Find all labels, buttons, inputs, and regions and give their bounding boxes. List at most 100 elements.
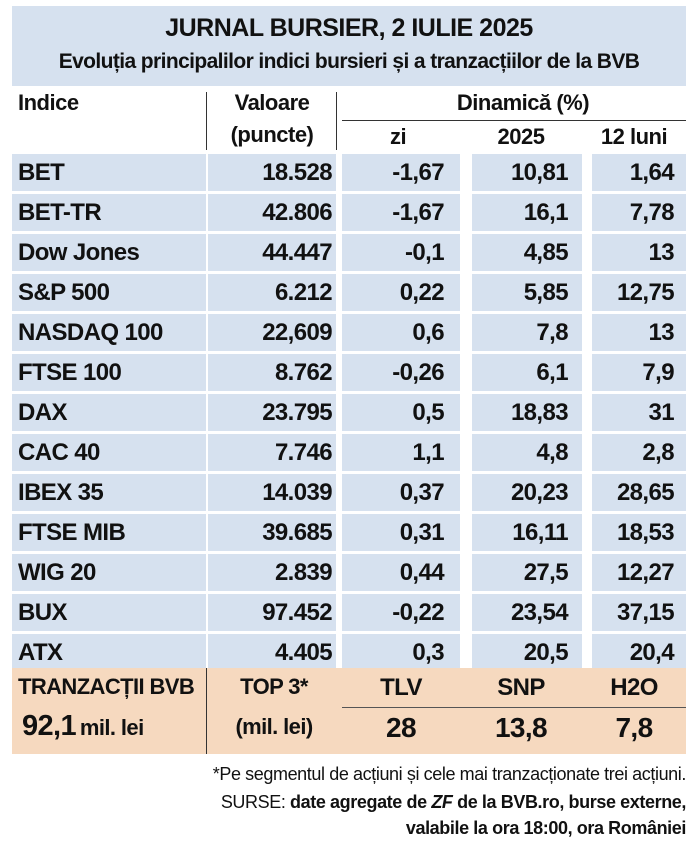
cell-background — [342, 314, 460, 351]
cell-background — [342, 434, 460, 471]
cell-background — [12, 634, 206, 671]
cell-value: 97.452 — [262, 599, 332, 626]
cell-background — [472, 234, 582, 271]
sources-prefix: SURSE: — [220, 792, 291, 812]
cell-luni: 13 — [648, 239, 675, 266]
cell-name: DAX — [18, 399, 67, 426]
cell-zi: -0,22 — [392, 599, 444, 626]
cell-an: 16,11 — [512, 519, 568, 546]
cell-background — [472, 594, 582, 631]
header-zi: zi — [389, 124, 407, 149]
header-12-luni: 12 luni — [600, 124, 668, 149]
table-row: BUX 97.452 -0,22 23,54 37,15 — [12, 594, 686, 631]
bvb-mid-line — [342, 707, 686, 708]
cell-background — [208, 594, 336, 631]
table-row: BET 18.528 -1,67 10,81 1,64 — [12, 154, 686, 191]
cell-background — [12, 394, 206, 431]
footnote: *Pe segmentul de acțiuni și cele mai tra… — [212, 764, 687, 784]
cell-background — [472, 194, 582, 231]
cell-background — [208, 474, 336, 511]
cell-background — [592, 274, 686, 311]
cell-name: BUX — [18, 599, 67, 626]
cell-background — [12, 514, 206, 551]
cell-background — [342, 514, 460, 551]
cell-zi: 0,37 — [399, 479, 445, 506]
cell-luni: 7,9 — [642, 359, 674, 386]
cell-name: NASDAQ 100 — [18, 319, 163, 346]
cell-background — [342, 474, 460, 511]
cell-zi: 0,44 — [399, 559, 445, 586]
cell-background — [208, 394, 336, 431]
cell-name: WIG 20 — [18, 559, 96, 586]
cell-background — [12, 314, 206, 351]
cell-an: 27,5 — [523, 559, 569, 586]
table-row: BET-TR 42.806 -1,67 16,1 7,78 — [12, 194, 686, 231]
table-row: ATX 4.405 0,3 20,5 20,4 — [12, 634, 686, 671]
table-row: CAC 40 7.746 1,1 4,8 2,8 — [12, 434, 686, 471]
cell-name: BET — [18, 159, 65, 186]
cell-background — [12, 194, 206, 231]
sources-line-2-text: valabile la ora 18:00, ora României — [405, 818, 687, 838]
cell-name: Dow Jones — [18, 239, 140, 266]
cell-background — [472, 554, 582, 591]
bvb-value-tlv: 28 — [386, 712, 417, 743]
cell-luni: 12,75 — [616, 279, 675, 306]
bvb-ticker-tlv: TLV — [380, 674, 422, 701]
cell-background — [12, 594, 206, 631]
cell-zi: 0,6 — [412, 319, 444, 346]
cell-name: IBEX 35 — [18, 479, 104, 506]
bvb-total-value: 92,1 — [22, 710, 77, 742]
cell-an: 6,1 — [536, 359, 568, 386]
cell-an: 7,8 — [536, 319, 568, 346]
cell-background — [342, 274, 460, 311]
cell-background — [592, 514, 686, 551]
cell-luni: 28,65 — [616, 479, 675, 506]
cell-value: 14.039 — [262, 479, 332, 506]
cell-background — [592, 474, 686, 511]
cell-background — [342, 194, 460, 231]
cell-background — [342, 394, 460, 431]
cell-value: 2.839 — [274, 559, 333, 586]
cell-zi: 0,5 — [412, 399, 444, 426]
cell-luni: 7,78 — [629, 199, 675, 226]
cell-luni: 37,15 — [616, 599, 675, 626]
cell-background — [12, 234, 206, 271]
bvb-label: TRANZACȚII BVB — [18, 674, 195, 699]
cell-value: 23.795 — [262, 399, 332, 426]
cell-value: 8.762 — [274, 359, 333, 386]
table-row: FTSE MIB 39.685 0,31 16,11 18,53 — [12, 514, 686, 551]
cell-background — [592, 314, 686, 351]
cell-background — [208, 514, 336, 551]
cell-luni: 31 — [648, 399, 675, 426]
cell-zi: 0,3 — [412, 639, 444, 666]
sources-part1: date agregate de — [290, 792, 432, 812]
bvb-ticker-h2o: H2O — [610, 674, 658, 701]
cell-background — [12, 354, 206, 391]
cell-background — [342, 554, 460, 591]
header-divider-valoare — [336, 92, 337, 150]
cell-background — [342, 234, 460, 271]
sources-line-2: valabile la ora 18:00, ora României — [405, 818, 687, 839]
table-row: WIG 20 2.839 0,44 27,5 12,27 — [12, 554, 686, 591]
bvb-top-unit: (mil. lei) — [235, 714, 313, 739]
cell-zi: -1,67 — [392, 159, 444, 186]
cell-value: 18.528 — [262, 159, 332, 186]
cell-an: 20,5 — [523, 639, 569, 666]
cell-background — [208, 354, 336, 391]
cell-zi: -1,67 — [392, 199, 444, 226]
header-dinamica: Dinamică (%) — [456, 90, 590, 115]
bvb-value-snp: 13,8 — [494, 712, 548, 743]
cell-background — [12, 474, 206, 511]
header-divider-indice — [206, 92, 207, 150]
cell-name: BET-TR — [18, 199, 102, 226]
cell-value: 39.685 — [262, 519, 332, 546]
cell-value: 42.806 — [262, 199, 332, 226]
cell-zi: 1,1 — [412, 439, 444, 466]
table-row: NASDAQ 100 22,609 0,6 7,8 13 — [12, 314, 686, 351]
cell-value: 6.212 — [274, 279, 333, 306]
bvb-ticker-snp: SNP — [497, 674, 545, 701]
cell-background — [592, 594, 686, 631]
cell-zi: 0,31 — [399, 519, 445, 546]
cell-background — [208, 234, 336, 271]
